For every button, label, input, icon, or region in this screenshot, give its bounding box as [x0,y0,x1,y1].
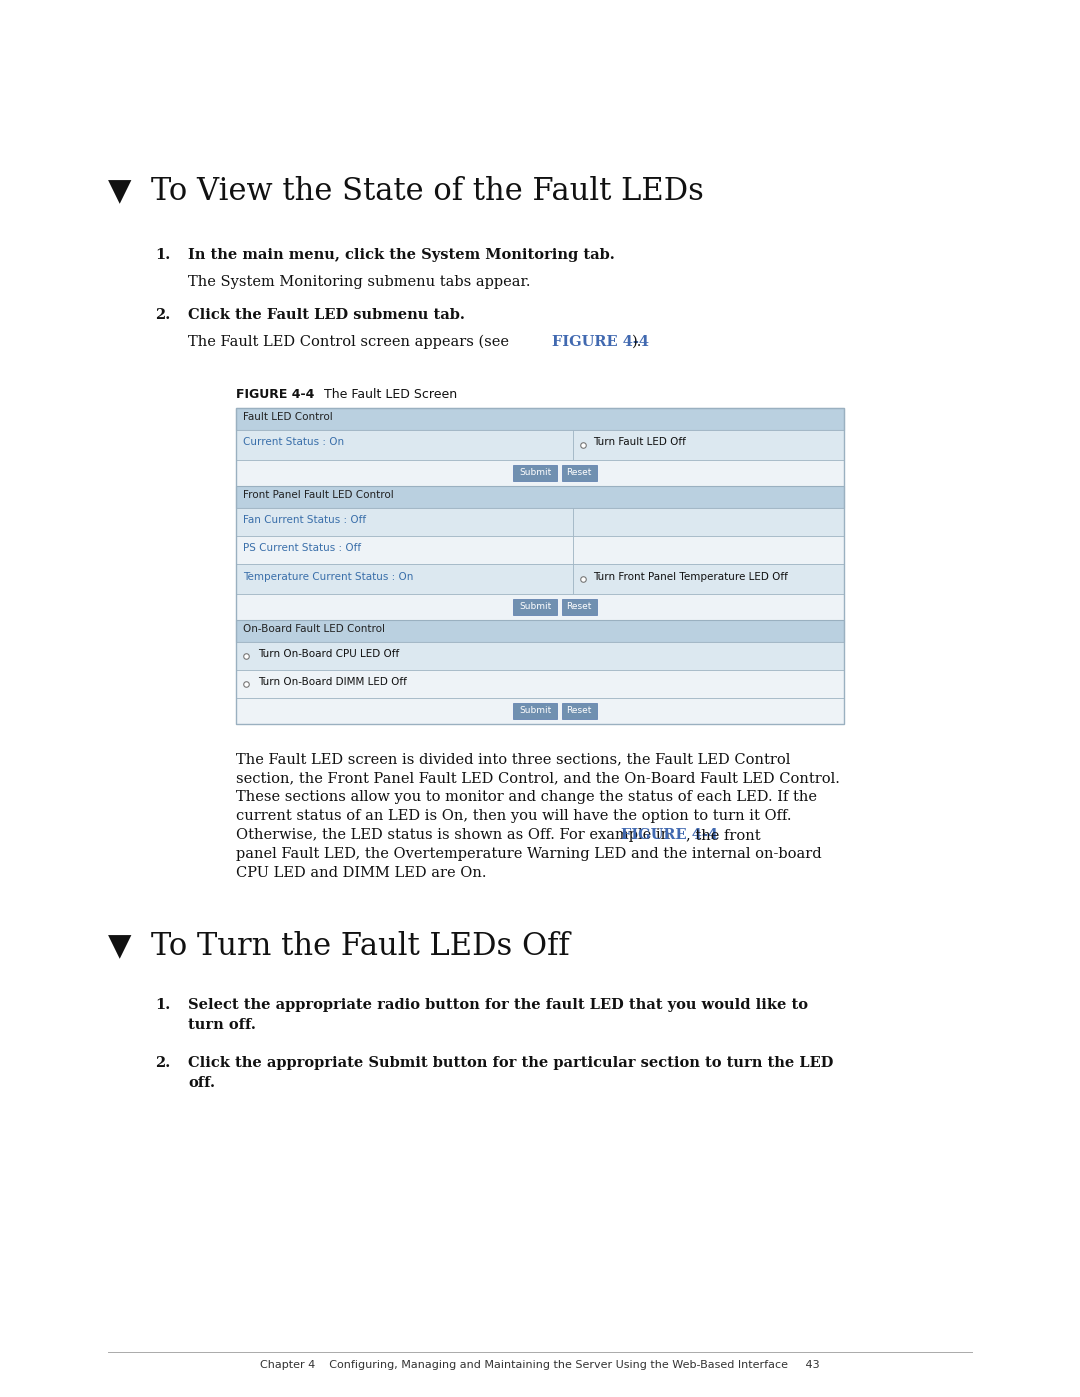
Text: On-Board Fault LED Control: On-Board Fault LED Control [243,624,384,634]
Text: Chapter 4    Configuring, Managing and Maintaining the Server Using the Web-Base: Chapter 4 Configuring, Managing and Main… [260,1361,820,1370]
Text: FIGURE 4-4: FIGURE 4-4 [621,828,718,842]
Text: In the main menu, click the System Monitoring tab.: In the main menu, click the System Monit… [188,249,615,263]
Text: FIGURE 4-4: FIGURE 4-4 [237,388,314,401]
Text: 2.: 2. [156,1056,171,1070]
Bar [237,698,843,724]
Text: Turn On-Board DIMM LED Off: Turn On-Board DIMM LED Off [258,678,407,687]
Text: Fault LED Control: Fault LED Control [243,412,333,422]
Text: , the front: , the front [686,828,760,842]
Text: Otherwise, the LED status is shown as Off. For example in: Otherwise, the LED status is shown as Of… [237,828,675,842]
Text: The Fault LED screen is divided into three sections, the Fault LED Control: The Fault LED screen is divided into thr… [237,752,791,766]
Text: turn off.: turn off. [188,1018,256,1032]
Text: Select the appropriate radio button for the fault LED that you would like to: Select the appropriate radio button for … [188,997,808,1011]
Text: off.: off. [188,1076,215,1090]
Bar [237,643,843,671]
Text: Reset: Reset [566,602,592,610]
Text: Reset: Reset [566,468,592,476]
Text: ▼  To Turn the Fault LEDs Off: ▼ To Turn the Fault LEDs Off [108,930,569,961]
Text: 2.: 2. [156,307,171,321]
Text: Reset: Reset [566,705,592,715]
Bar [237,486,843,509]
Bar [237,564,573,594]
Bar [237,536,573,564]
Bar [513,599,557,615]
Text: These sections allow you to monitor and change the status of each LED. If the: These sections allow you to monitor and … [237,789,816,805]
Text: Click the appropriate Submit button for the particular section to turn the LED: Click the appropriate Submit button for … [188,1056,834,1070]
Bar [237,620,843,643]
Text: 1.: 1. [156,997,171,1011]
Text: The System Monitoring submenu tabs appear.: The System Monitoring submenu tabs appea… [188,275,530,289]
Bar [562,465,597,481]
Text: The Fault LED Control screen appears (see: The Fault LED Control screen appears (se… [188,335,514,349]
Text: Turn Fault LED Off: Turn Fault LED Off [593,437,686,447]
Bar [562,599,597,615]
Bar [513,465,557,481]
Bar [562,703,597,719]
Text: Submit: Submit [518,602,551,610]
Text: PS Current Status : Off: PS Current Status : Off [243,543,361,553]
Text: Submit: Submit [518,705,551,715]
Bar [237,430,573,460]
Text: Turn On-Board CPU LED Off: Turn On-Board CPU LED Off [258,650,400,659]
Text: ).: ). [632,335,643,349]
Text: FIGURE 4-4: FIGURE 4-4 [552,335,649,349]
Bar [237,594,843,620]
Bar [573,536,843,564]
Text: 1.: 1. [156,249,171,263]
Text: Temperature Current Status : On: Temperature Current Status : On [243,571,414,583]
Text: Fan Current Status : Off: Fan Current Status : Off [243,515,366,525]
Text: Current Status : On: Current Status : On [243,437,345,447]
Text: panel Fault LED, the Overtemperature Warning LED and the internal on-board: panel Fault LED, the Overtemperature War… [237,847,822,861]
Bar [237,671,843,698]
Text: Submit: Submit [518,468,551,476]
Text: CPU LED and DIMM LED are On.: CPU LED and DIMM LED are On. [237,866,486,880]
Text: Click the Fault LED submenu tab.: Click the Fault LED submenu tab. [188,307,464,321]
Bar [573,564,843,594]
Bar [513,703,557,719]
Text: current status of an LED is On, then you will have the option to turn it Off.: current status of an LED is On, then you… [237,809,792,823]
Text: Turn Front Panel Temperature LED Off: Turn Front Panel Temperature LED Off [593,571,788,583]
Bar [237,408,843,724]
Bar [573,430,843,460]
Text: Front Panel Fault LED Control: Front Panel Fault LED Control [243,490,394,500]
Text: ▼  To View the State of the Fault LEDs: ▼ To View the State of the Fault LEDs [108,175,704,205]
Bar [573,509,843,536]
Bar [237,509,573,536]
Bar [237,460,843,486]
Text: section, the Front Panel Fault LED Control, and the On-Board Fault LED Control.: section, the Front Panel Fault LED Contr… [237,771,840,785]
Text: The Fault LED Screen: The Fault LED Screen [312,388,457,401]
Bar [237,408,843,430]
